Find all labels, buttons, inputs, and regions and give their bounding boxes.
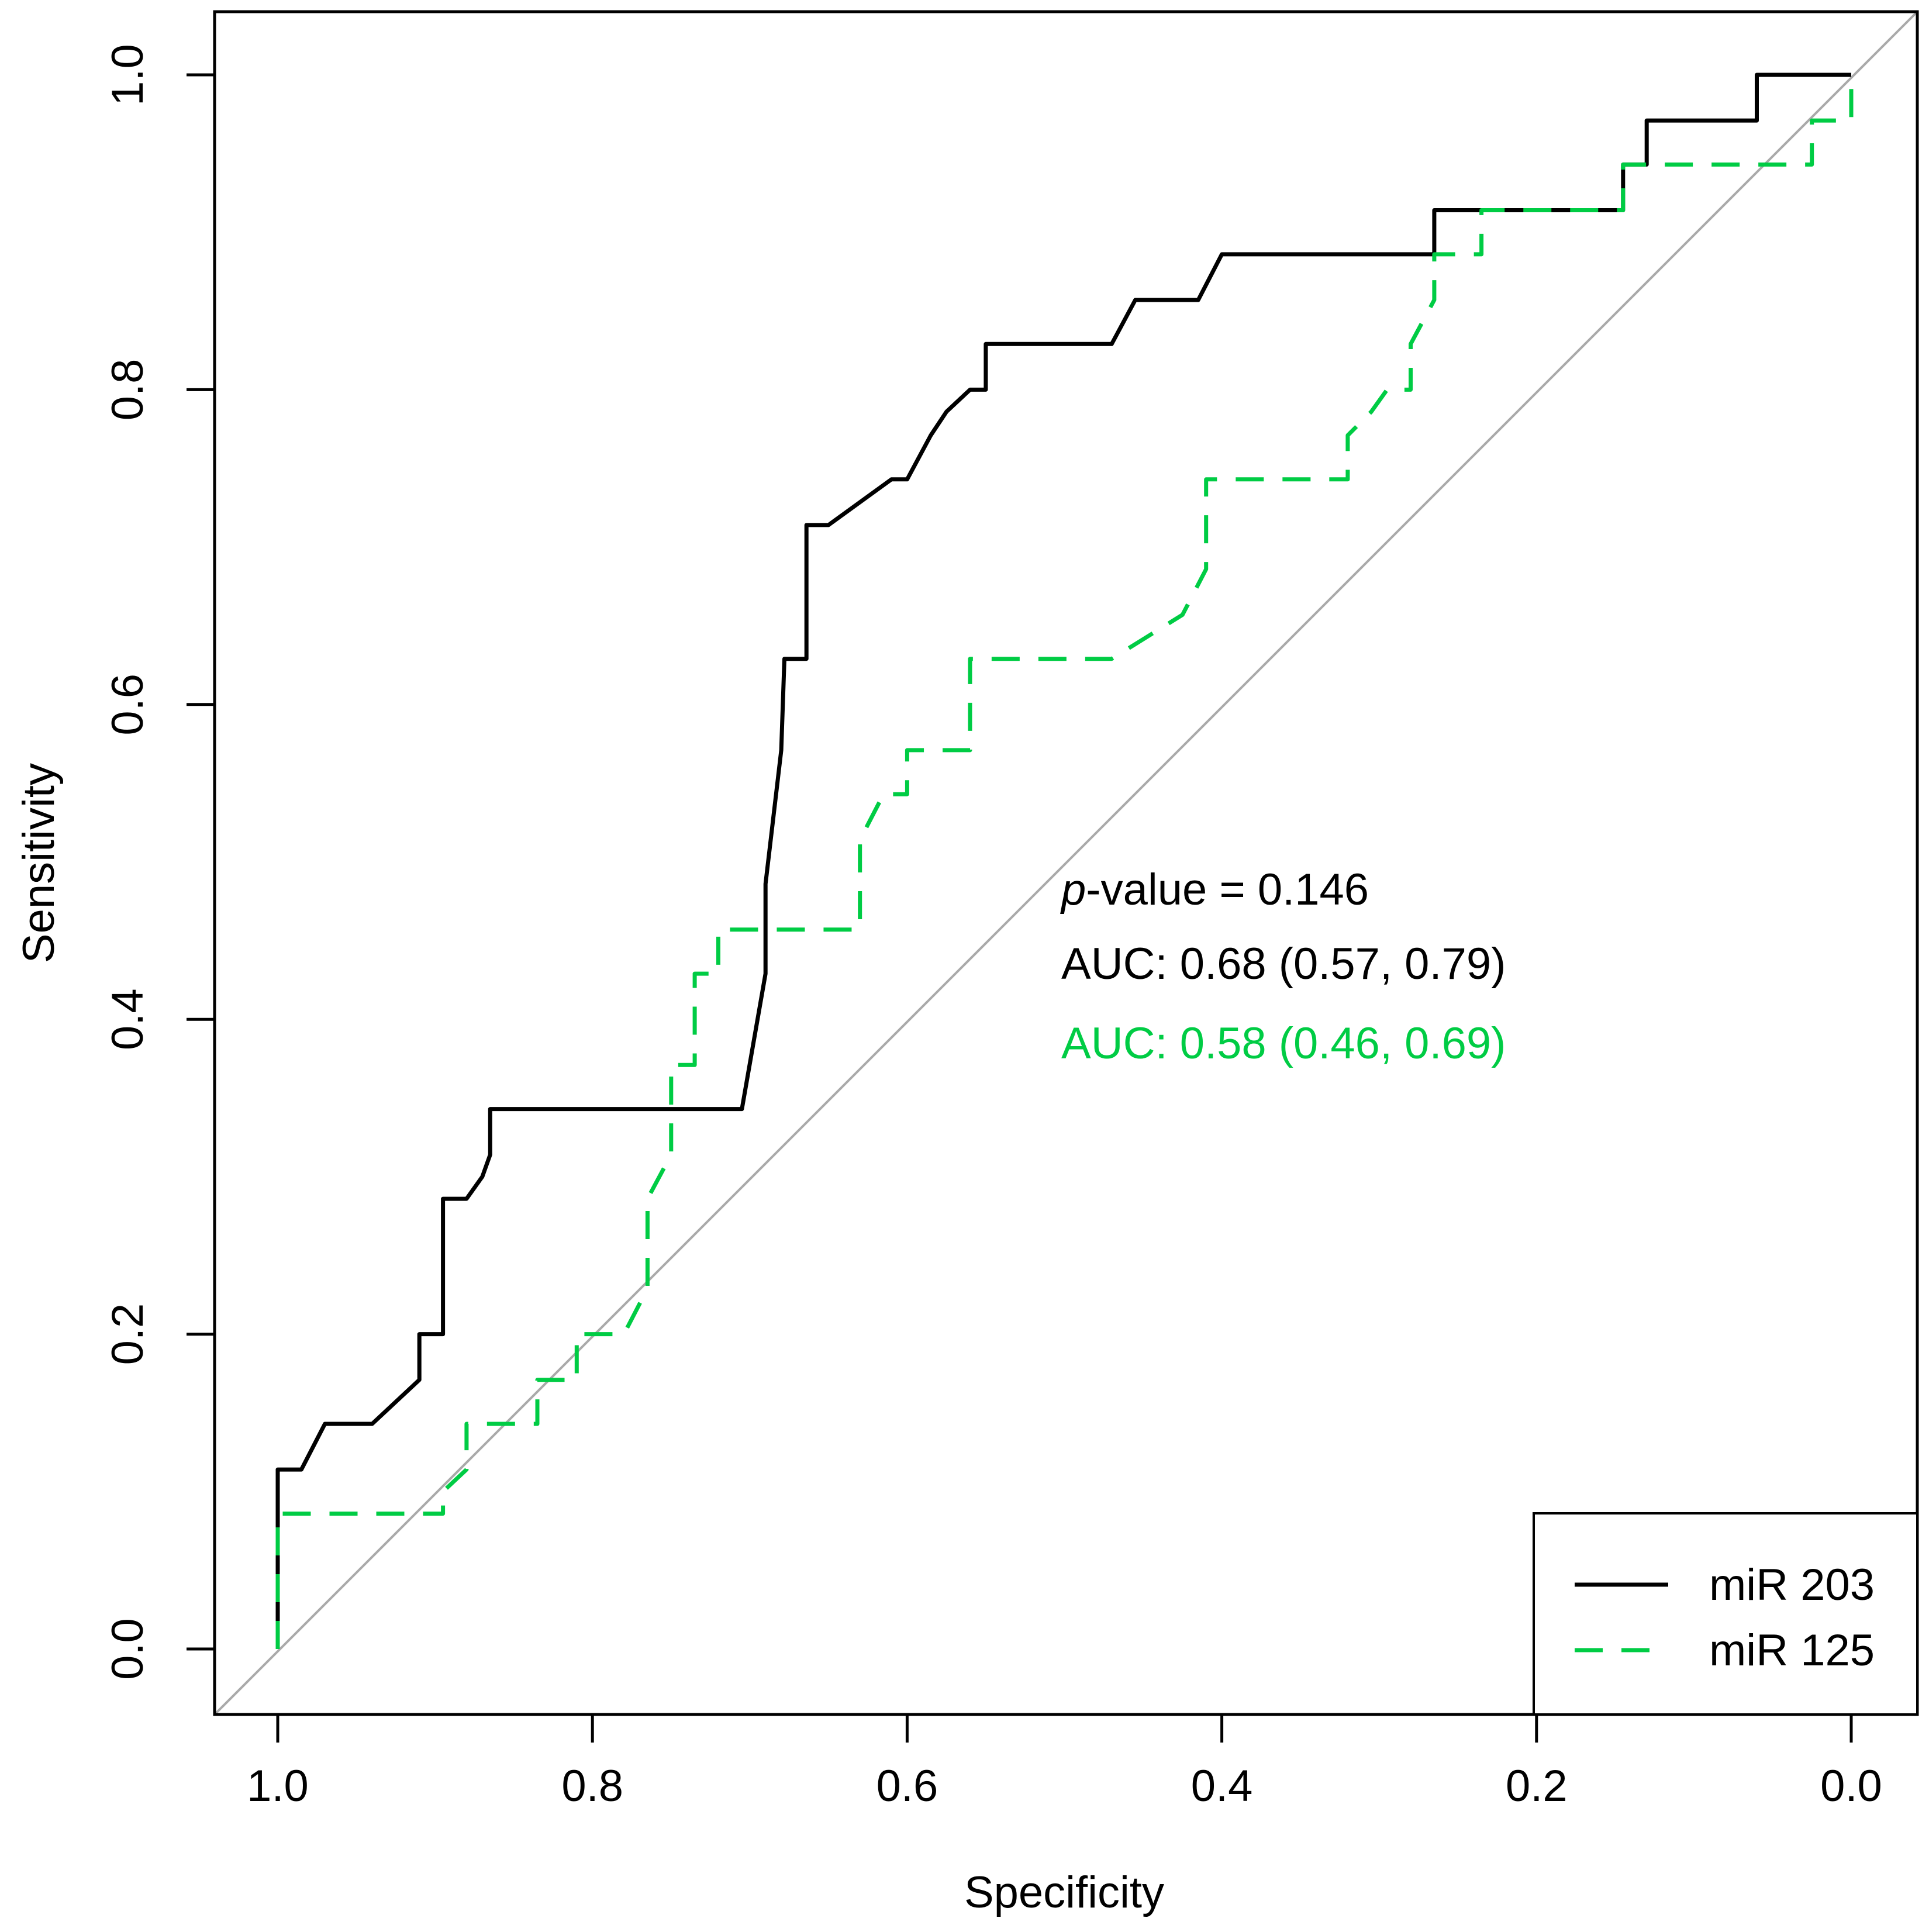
- y-tick-label: 0.8: [103, 359, 153, 421]
- y-axis: 0.0 0.2 0.4 0.6 0.8 1.0: [103, 44, 216, 1680]
- auc-annotation-mir125: AUC: 0.58 (0.46, 0.69): [1061, 1019, 1506, 1068]
- roc-line-mir125: [275, 75, 1854, 1649]
- pvalue-italic-p: p: [1060, 865, 1086, 915]
- x-tick-label: 0.4: [1191, 1761, 1253, 1811]
- y-tick-label: 0.4: [103, 988, 153, 1050]
- legend: miR 203 miR 125: [1533, 1512, 1918, 1716]
- x-tick-label: 0.2: [1506, 1761, 1568, 1811]
- y-axis-label: Sensitivity: [14, 763, 64, 963]
- reference-diagonal: [213, 11, 1918, 1716]
- pvalue-rest: -value = 0.146: [1086, 865, 1369, 915]
- x-axis-label: Specificity: [964, 1868, 1164, 1917]
- y-tick-label: 0.0: [103, 1618, 153, 1680]
- series-layer: [275, 73, 1854, 1649]
- legend-box: [1533, 1512, 1918, 1716]
- x-tick-label: 0.0: [1820, 1761, 1882, 1811]
- x-tick-label: 1.0: [247, 1761, 309, 1811]
- y-tick-label: 0.2: [103, 1303, 153, 1365]
- x-tick-label: 0.8: [561, 1761, 623, 1811]
- auc-annotation-mir203: AUC: 0.68 (0.57, 0.79): [1061, 939, 1506, 989]
- y-tick-label: 1.0: [103, 44, 153, 106]
- y-tick-label: 0.6: [103, 674, 153, 736]
- legend-label-mir203: miR 203: [1709, 1560, 1875, 1610]
- x-axis: 1.0 0.8 0.6 0.4 0.2 0.0: [247, 1713, 1882, 1811]
- x-tick-label: 0.6: [876, 1761, 938, 1811]
- pvalue-annotation: p-value = 0.146: [1060, 865, 1369, 915]
- reference-layer: [213, 11, 1918, 1716]
- legend-label-mir125: miR 125: [1709, 1626, 1875, 1675]
